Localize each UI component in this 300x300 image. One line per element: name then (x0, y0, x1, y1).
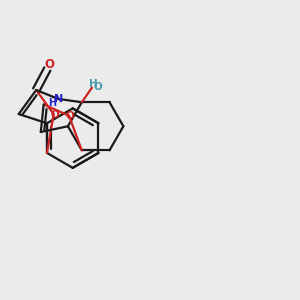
Text: O: O (44, 58, 54, 70)
Text: O: O (94, 82, 102, 92)
Text: O: O (50, 110, 59, 120)
Text: H: H (88, 79, 98, 89)
Text: N: N (54, 94, 63, 104)
Text: H: H (48, 98, 56, 108)
Text: O: O (66, 111, 74, 121)
